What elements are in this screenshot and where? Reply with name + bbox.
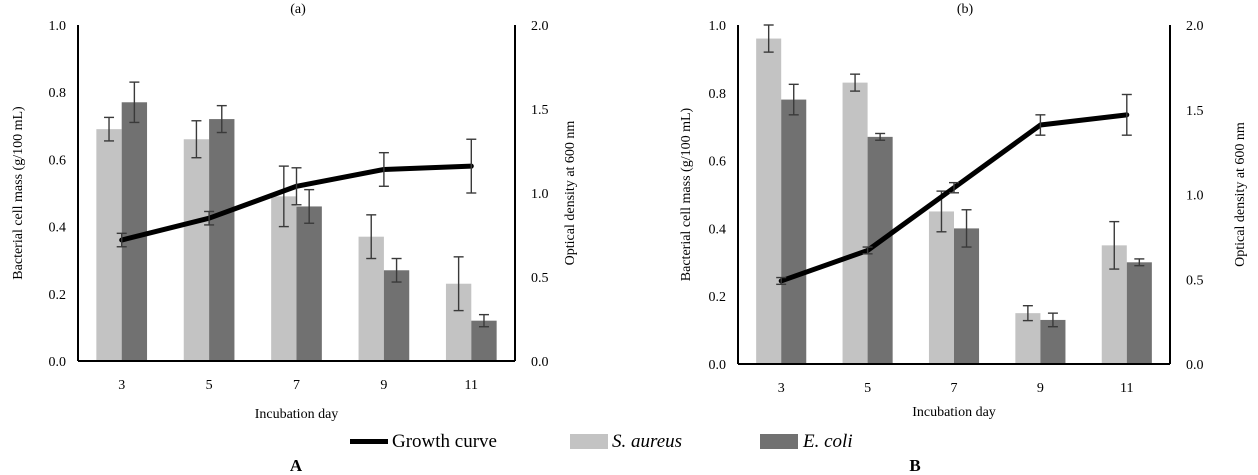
y2-axis-label: Optical density at 600 nm — [563, 121, 578, 266]
bar — [1015, 313, 1041, 364]
y-tick-label: 0.4 — [709, 222, 727, 237]
bar — [383, 270, 410, 361]
bar — [183, 139, 210, 361]
y2-tick-label: 0.5 — [1186, 273, 1204, 288]
y-tick-label: 1.0 — [709, 19, 727, 34]
bar — [1126, 262, 1152, 364]
y-tick-label: 0.2 — [49, 288, 67, 303]
x-tick-label: 5 — [864, 381, 871, 396]
legend-swatch-e-coli — [760, 434, 798, 449]
x-tick-label: 7 — [293, 378, 300, 393]
y-tick-label: 0.4 — [49, 221, 67, 236]
x-tick-label: 9 — [1037, 381, 1044, 396]
y-axis-label: Bacterial cell mass (g/100 mL) — [679, 107, 694, 281]
x-tick-label: 11 — [465, 378, 478, 393]
y-tick-label: 0.0 — [709, 358, 727, 373]
y-tick-label: 0.6 — [49, 153, 67, 168]
x-axis-label: Incubation day — [255, 407, 339, 422]
panel-title-fragment: (b) — [957, 2, 974, 17]
y2-tick-label: 0.0 — [1186, 358, 1204, 373]
y2-tick-label: 1.5 — [1186, 104, 1204, 119]
bar — [121, 102, 148, 361]
chart-panel-b: (b) 0.0 0.2 0.4 0.6 0.8 1.0 0.0 0.5 1.0 1.5 2.0 3 5 7 9… — [679, 2, 1248, 420]
y2-tick-label: 2.0 — [1186, 19, 1204, 34]
legend-label: E. coli — [802, 431, 853, 452]
y-tick-label: 1.0 — [49, 19, 67, 34]
bar — [209, 119, 235, 361]
legend-label: Growth curve — [392, 431, 497, 452]
y2-tick-label: 1.5 — [531, 103, 549, 118]
y-axis-label: Bacterial cell mass (g/100 mL) — [11, 106, 26, 280]
y2-tick-label: 0.0 — [531, 355, 549, 370]
panel-letter-a: A — [290, 456, 303, 475]
y-tick-label: 0.8 — [49, 86, 67, 101]
legend: Growth curve S. aureus E. coli — [350, 431, 853, 452]
y-tick-label: 0.0 — [49, 355, 67, 370]
legend-swatch-growth-curve — [350, 439, 388, 444]
panel-title-fragment: (a) — [290, 2, 306, 17]
bar — [954, 228, 980, 364]
panel-letter-b: B — [909, 456, 920, 475]
x-tick-label: 7 — [951, 381, 958, 396]
x-tick-label: 3 — [778, 381, 785, 396]
y2-tick-label: 1.0 — [531, 187, 549, 202]
x-axis-label: Incubation day — [912, 405, 996, 420]
bar — [96, 129, 122, 361]
y2-tick-label: 0.5 — [531, 271, 549, 286]
bar — [781, 99, 807, 364]
bar — [842, 82, 868, 364]
chart-panel-a: (a) 0.0 0.2 0.4 0.6 0.8 1.0 0.0 0.5 1.0 1.5 2.0 3 5 7 9… — [11, 2, 578, 422]
x-tick-label: 5 — [206, 378, 213, 393]
y-tick-label: 0.8 — [709, 87, 727, 102]
legend-swatch-s-aureus — [570, 434, 608, 449]
y-tick-label: 0.2 — [709, 290, 727, 305]
y2-tick-label: 2.0 — [531, 19, 549, 34]
x-tick-label: 11 — [1120, 381, 1133, 396]
x-tick-label: 3 — [118, 378, 125, 393]
legend-label: S. aureus — [612, 431, 682, 452]
y2-axis-label: Optical density at 600 nm — [1233, 122, 1248, 267]
y2-tick-label: 1.0 — [1186, 189, 1204, 204]
bar — [296, 206, 322, 361]
x-tick-label: 9 — [380, 378, 387, 393]
bar — [756, 38, 782, 365]
y-tick-label: 0.6 — [709, 155, 727, 170]
bar — [928, 211, 954, 364]
